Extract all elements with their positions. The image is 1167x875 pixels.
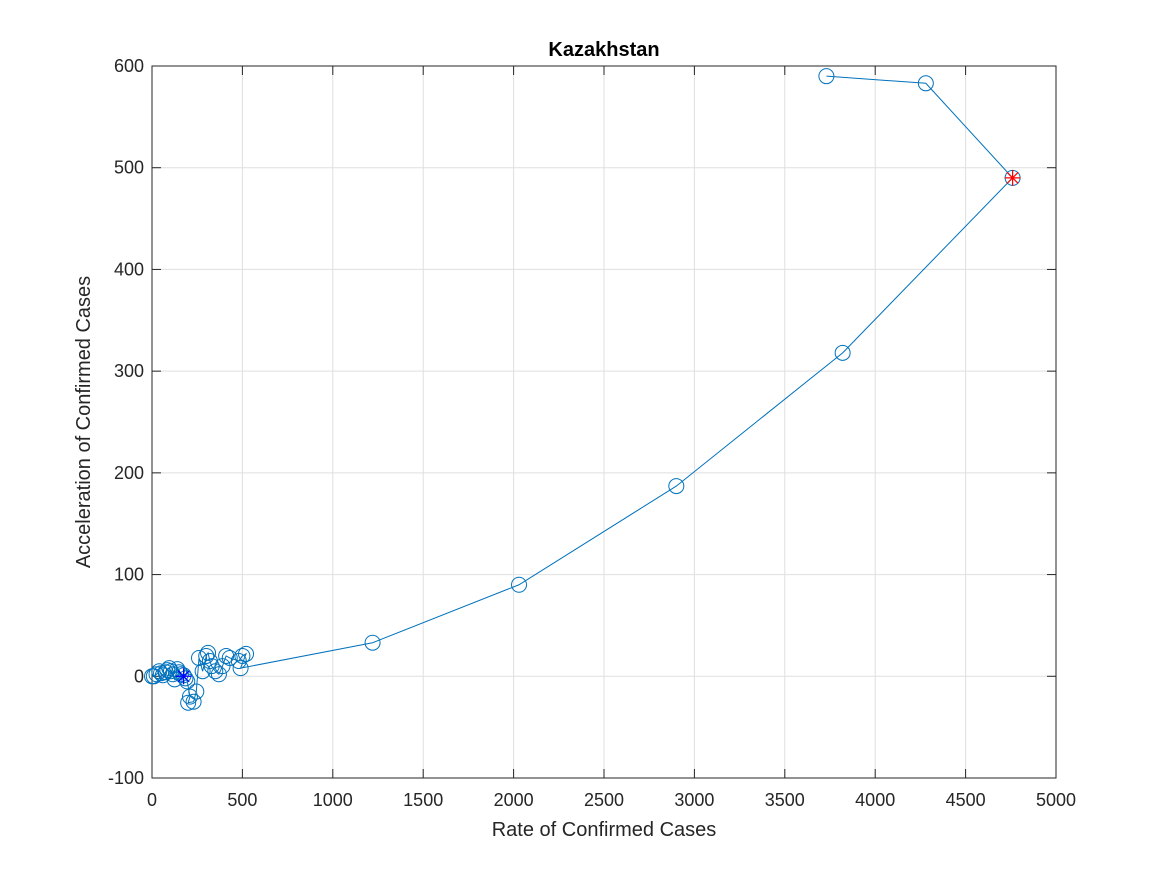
y-tick-label: 100	[114, 565, 144, 585]
data-point	[668, 478, 685, 495]
y-tick-label: 200	[114, 463, 144, 483]
chart-title: Kazakhstan	[548, 39, 659, 61]
y-tick-label: 0	[134, 666, 144, 686]
axes: 0 500 1000 1500 2000 2500 3000 3500 4000 4500 5000…	[108, 56, 1076, 810]
data-point	[221, 649, 238, 666]
x-tick-label: 1500	[403, 790, 443, 810]
x-axis-label: Rate of Confirmed Cases	[492, 819, 717, 841]
x-tick-label: 1000	[313, 790, 353, 810]
data-point	[917, 75, 934, 92]
data-point	[185, 693, 202, 710]
x-tick-label: 3500	[765, 790, 805, 810]
data-point	[210, 666, 227, 683]
data-point	[232, 660, 249, 677]
data-point	[145, 668, 162, 685]
data-point	[198, 647, 215, 664]
data-series	[144, 68, 1021, 711]
data-point	[234, 647, 251, 664]
x-tick-label: 2000	[494, 790, 534, 810]
x-tick-label: 4000	[855, 790, 895, 810]
x-tick-label: 0	[147, 790, 157, 810]
x-tick-label: 5000	[1036, 790, 1076, 810]
data-point	[180, 694, 197, 711]
highlight-point	[1004, 169, 1021, 186]
data-point	[179, 673, 196, 690]
y-tick-label: 400	[114, 259, 144, 279]
data-point	[171, 664, 188, 681]
y-axis-label: Acceleration of Confirmed Cases	[73, 276, 95, 568]
highlight-point	[175, 668, 192, 685]
y-tick-label: -100	[108, 768, 144, 788]
y-tick-label: 600	[114, 56, 144, 76]
x-tick-label: 4500	[946, 790, 986, 810]
asterisk-stroke	[177, 670, 190, 683]
data-point	[834, 344, 851, 361]
data-point	[200, 644, 217, 661]
highlight-markers	[175, 169, 1021, 685]
data-point	[818, 68, 835, 85]
y-tick-label: 500	[114, 158, 144, 178]
data-point	[181, 688, 198, 705]
data-point	[238, 645, 255, 662]
asterisk-stroke	[1006, 171, 1019, 184]
y-tick-label: 300	[114, 361, 144, 381]
data-point	[177, 670, 194, 687]
data-point	[364, 634, 381, 651]
data-point	[188, 683, 205, 700]
data-point	[511, 576, 528, 593]
x-tick-label: 500	[227, 790, 257, 810]
data-point	[191, 649, 208, 666]
x-tick-label: 3000	[674, 790, 714, 810]
data-point	[151, 663, 168, 680]
x-tick-label: 2500	[584, 790, 624, 810]
